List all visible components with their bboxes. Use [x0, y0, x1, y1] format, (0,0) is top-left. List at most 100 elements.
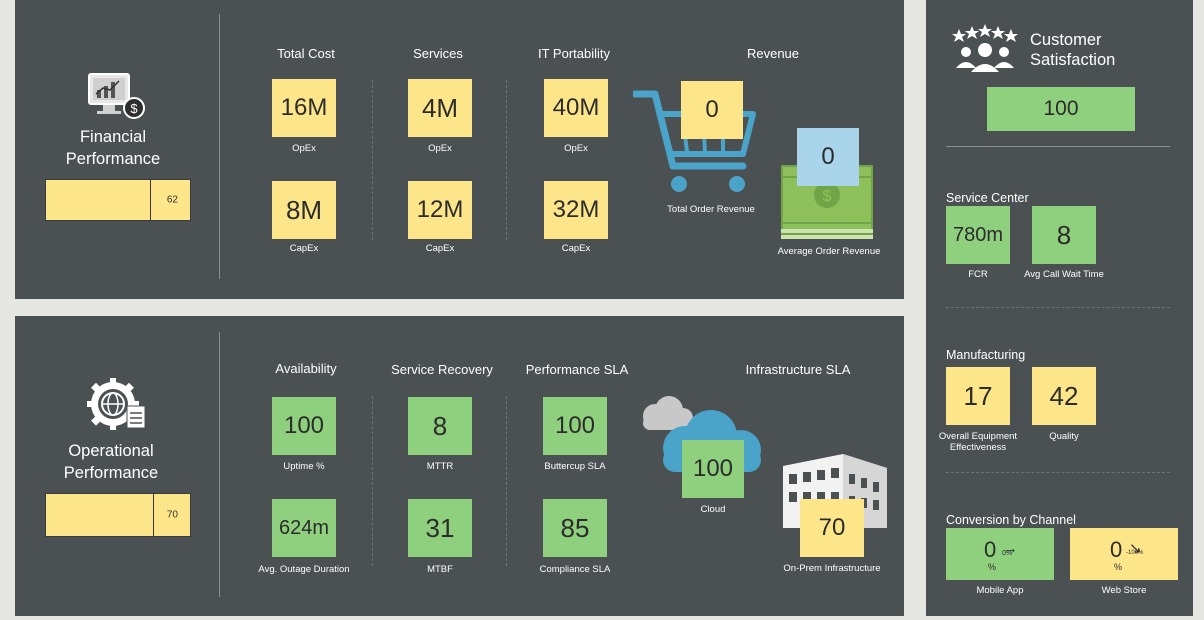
financial-title-line2: Performance	[65, 150, 161, 168]
kpi-tile-quality[interactable]: 42	[1032, 367, 1096, 425]
header-infrastructure-sla: Infrastructure SLA	[745, 362, 851, 377]
kpi-tile-on-prem-infrastructure[interactable]: 70	[800, 499, 864, 557]
kpi-tile-mtbf[interactable]: 31	[408, 499, 472, 557]
kpi-caption: OpEx	[564, 143, 588, 154]
divider	[946, 307, 1170, 308]
customer-satisfaction-title: Customer Satisfaction	[1030, 30, 1115, 70]
kpi-caption: Total Order Revenue	[667, 204, 755, 215]
header-service-recovery: Service Recovery	[391, 362, 493, 377]
manufacturing-title: Manufacturing	[946, 348, 1026, 362]
kpi-tile-services-capex[interactable]: 12M	[408, 181, 472, 239]
kpi-caption: CapEx	[425, 243, 455, 254]
divider	[372, 396, 373, 566]
kpi-delta: 0%	[1002, 550, 1013, 557]
kpi-tile-outage-duration[interactable]: 624m	[272, 499, 336, 557]
header-performance-sla: Performance SLA	[525, 362, 629, 377]
kpi-tile-it-capex[interactable]: 32M	[544, 181, 608, 239]
kpi-caption: CapEx	[289, 243, 319, 254]
operational-section-title: Operational Performance	[43, 440, 179, 484]
kpi-tile-average-order-revenue[interactable]: 0	[797, 128, 859, 186]
conversion-by-channel-title: Conversion by Channel	[946, 513, 1076, 527]
header-it-portability: IT Portability	[537, 46, 610, 61]
kpi-delta: -100%	[1126, 550, 1144, 556]
kpi-caption: Uptime %	[283, 461, 325, 472]
divider	[372, 80, 373, 240]
kpi-tile-overall-equipment-effectiveness[interactable]: 17	[946, 367, 1010, 425]
kpi-tile-fcr[interactable]: 780m	[946, 206, 1010, 264]
operational-performance-panel: Operational Performance 70 Availability …	[15, 316, 904, 616]
kpi-tile-total-cost-capex[interactable]: 8M	[272, 181, 336, 239]
stars-people-icon	[952, 24, 1018, 72]
kpi-caption: OpEx	[428, 143, 452, 154]
header-services: Services	[413, 46, 463, 61]
gauge-fill	[46, 180, 151, 220]
kpi-value-row: 0 →	[984, 536, 1018, 564]
kpi-caption: Web Store	[1101, 585, 1147, 596]
divider	[219, 332, 220, 597]
header-availability: Availability	[275, 361, 337, 376]
sidebar-panel: Customer Satisfaction 100 Service Center…	[926, 0, 1193, 616]
kpi-caption: Avg. Outage Duration	[258, 564, 350, 575]
service-center-title: Service Center	[946, 191, 1029, 205]
kpi-unit: %	[1114, 562, 1123, 572]
kpi-caption: FCR	[968, 269, 988, 280]
financial-performance-panel: $ Financial Performance 62 Total Cost Se…	[15, 0, 904, 299]
kpi-unit: %	[988, 562, 997, 572]
kpi-tile-compliance-sla[interactable]: 85	[543, 499, 607, 557]
kpi-caption: CapEx	[561, 243, 591, 254]
header-total-cost: Total Cost	[277, 46, 335, 61]
kpi-tile-total-order-revenue[interactable]: 0	[681, 81, 743, 139]
divider	[219, 14, 220, 279]
svg-text:$: $	[130, 101, 138, 116]
divider	[946, 146, 1170, 147]
kpi-caption: Overall Equipment Effectiveness	[928, 431, 1028, 453]
kpi-tile-web-store[interactable]: 0 ↘ -100% %	[1070, 528, 1178, 580]
operational-title-line2: Performance	[63, 464, 159, 482]
kpi-value: 0	[984, 537, 997, 562]
gauge-fill	[46, 494, 154, 536]
divider	[946, 472, 1170, 473]
kpi-tile-total-cost-opex[interactable]: 16M	[272, 79, 336, 137]
kpi-caption: Average Order Revenue	[777, 246, 881, 257]
kpi-caption: Cloud	[700, 504, 726, 515]
kpi-caption-line2: Effectiveness	[949, 442, 1007, 453]
svg-text:$: $	[823, 188, 832, 205]
customer-satisfaction-title-line2: Satisfaction	[1030, 51, 1116, 69]
divider	[506, 80, 507, 240]
kpi-tile-mttr[interactable]: 8	[408, 397, 472, 455]
kpi-caption: Buttercup SLA	[544, 461, 606, 472]
divider	[506, 396, 507, 566]
kpi-caption: MTTR	[426, 461, 454, 472]
kpi-tile-services-opex[interactable]: 4M	[408, 79, 472, 137]
kpi-value-row: 0 ↘	[1110, 536, 1142, 564]
kpi-tile-customer-satisfaction[interactable]: 100	[987, 87, 1135, 131]
kpi-caption: Quality	[1049, 431, 1079, 442]
gear-globe-clipboard-icon	[87, 378, 146, 430]
kpi-tile-buttercup-sla[interactable]: 100	[543, 397, 607, 455]
kpi-caption: Mobile App	[976, 585, 1024, 596]
arrow-down-right-icon: ↘	[1128, 540, 1142, 557]
financial-section-title: Financial Performance	[45, 126, 181, 170]
kpi-caption: Avg Call Wait Time	[1024, 269, 1104, 280]
operational-title-line1: Operational	[68, 442, 154, 460]
kpi-tile-cloud[interactable]: 100	[682, 440, 744, 498]
monitor-chart-gear-icon: $	[88, 73, 145, 119]
kpi-caption-line1: Overall Equipment	[938, 431, 1018, 442]
financial-title-line1: Financial	[79, 128, 147, 146]
kpi-tile-mobile-app[interactable]: 0 → 0% %	[946, 528, 1054, 580]
gauge-value: 70	[166, 509, 178, 521]
kpi-value: 0	[1110, 537, 1123, 562]
gauge-value: 62	[166, 194, 178, 206]
kpi-caption: On-Prem Infrastructure	[783, 563, 881, 574]
kpi-caption: Compliance SLA	[539, 564, 611, 575]
kpi-caption: OpEx	[292, 143, 316, 154]
header-revenue: Revenue	[746, 46, 800, 61]
kpi-caption: MTBF	[427, 564, 453, 575]
financial-score-gauge: 62	[45, 179, 191, 221]
kpi-tile-it-opex[interactable]: 40M	[544, 79, 608, 137]
customer-satisfaction-title-line1: Customer	[1030, 31, 1102, 49]
kpi-tile-uptime[interactable]: 100	[272, 397, 336, 455]
arrow-right-icon: →	[1002, 540, 1018, 557]
kpi-tile-avg-call-wait-time[interactable]: 8	[1032, 206, 1096, 264]
operational-score-gauge: 70	[45, 493, 191, 537]
